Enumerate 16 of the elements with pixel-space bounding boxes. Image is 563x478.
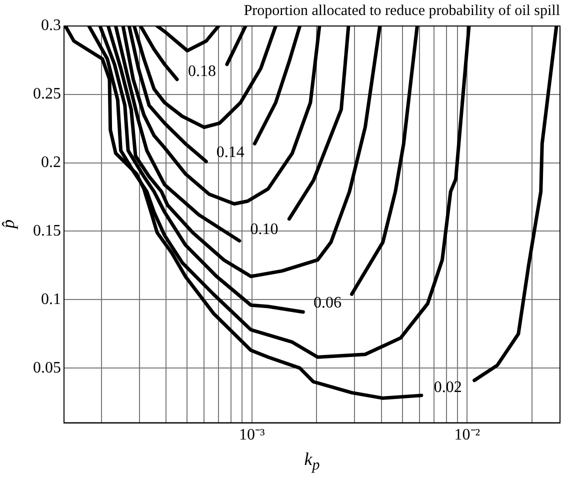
series-label: 0.06: [313, 294, 342, 312]
x-axis-title: k$_{p}$: [304, 448, 320, 474]
y-tick-label: 0.3: [41, 17, 61, 34]
y-axis-title: p̂: [0, 220, 19, 229]
chart-title: Proportion allocated to reduce probability of oil spill: [244, 2, 560, 19]
y-tick-label: 0.05: [33, 359, 61, 376]
y-tick-label: 0.2: [41, 154, 61, 172]
series-label: 0.02: [434, 379, 462, 396]
series-label: 0.14: [216, 144, 244, 161]
y-tick-label: 0.1: [41, 290, 61, 308]
x-tick-label: 10⁻³: [238, 426, 265, 444]
series-label: 0.18: [188, 63, 216, 80]
x-tick-label: 10⁻²: [454, 426, 480, 444]
y-tick-label: 0.25: [33, 86, 61, 103]
y-tick-label: 0.15: [33, 222, 61, 240]
series-label: 0.10: [250, 221, 278, 238]
